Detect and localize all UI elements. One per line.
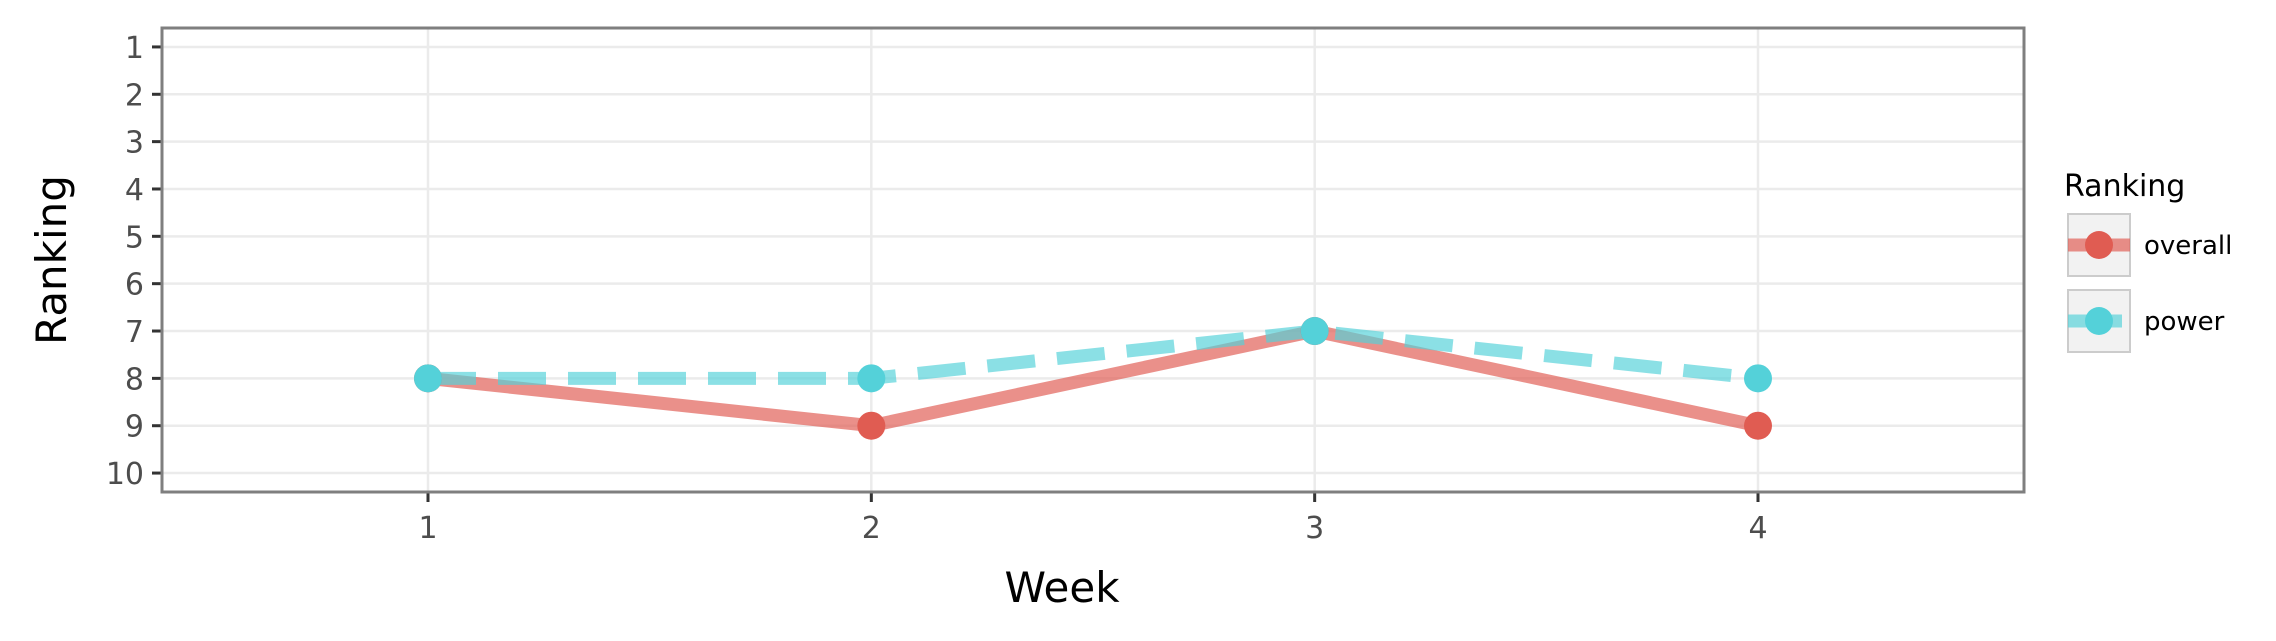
y-tick-label: 9 bbox=[125, 410, 144, 445]
data-point-overall bbox=[857, 411, 886, 440]
legend-title: Ranking bbox=[2064, 169, 2185, 204]
y-tick-label: 6 bbox=[125, 268, 144, 303]
legend-label-power: power bbox=[2144, 307, 2225, 337]
series-lines bbox=[414, 317, 1772, 440]
x-tick-label: 4 bbox=[1748, 511, 1767, 546]
legend-label-overall: overall bbox=[2144, 231, 2232, 261]
x-tick-label: 1 bbox=[418, 511, 437, 546]
y-tick-label: 3 bbox=[125, 126, 144, 161]
legend: Ranking overall power bbox=[2064, 169, 2232, 353]
y-tick-label: 1 bbox=[125, 31, 144, 66]
plot-panel-border bbox=[160, 26, 2026, 494]
data-point-power bbox=[1300, 317, 1329, 346]
data-point-power bbox=[1744, 364, 1772, 393]
legend-key-point bbox=[2085, 231, 2113, 259]
y-axis: 1 2 3 4 5 6 7 8 9 10 bbox=[106, 31, 162, 492]
y-axis-title: Ranking bbox=[27, 175, 76, 345]
y-tick-label: 5 bbox=[125, 220, 144, 255]
data-point-overall bbox=[1744, 411, 1772, 440]
series-line-overall bbox=[427, 324, 1760, 433]
series-line-power bbox=[428, 324, 1759, 385]
data-point-power bbox=[857, 364, 886, 393]
y-tick-label: 10 bbox=[106, 457, 144, 492]
x-axis: 1 2 3 4 bbox=[418, 492, 1768, 546]
legend-key-point bbox=[2085, 307, 2113, 335]
x-tick-label: 2 bbox=[862, 511, 881, 546]
y-tick-label: 2 bbox=[125, 78, 144, 113]
data-point-power bbox=[414, 364, 442, 393]
x-axis-title: Week bbox=[1004, 563, 1120, 612]
y-tick-label: 7 bbox=[125, 315, 144, 350]
y-tick-label: 8 bbox=[125, 362, 144, 397]
y-tick-label: 4 bbox=[125, 173, 144, 208]
x-tick-label: 3 bbox=[1305, 511, 1324, 546]
